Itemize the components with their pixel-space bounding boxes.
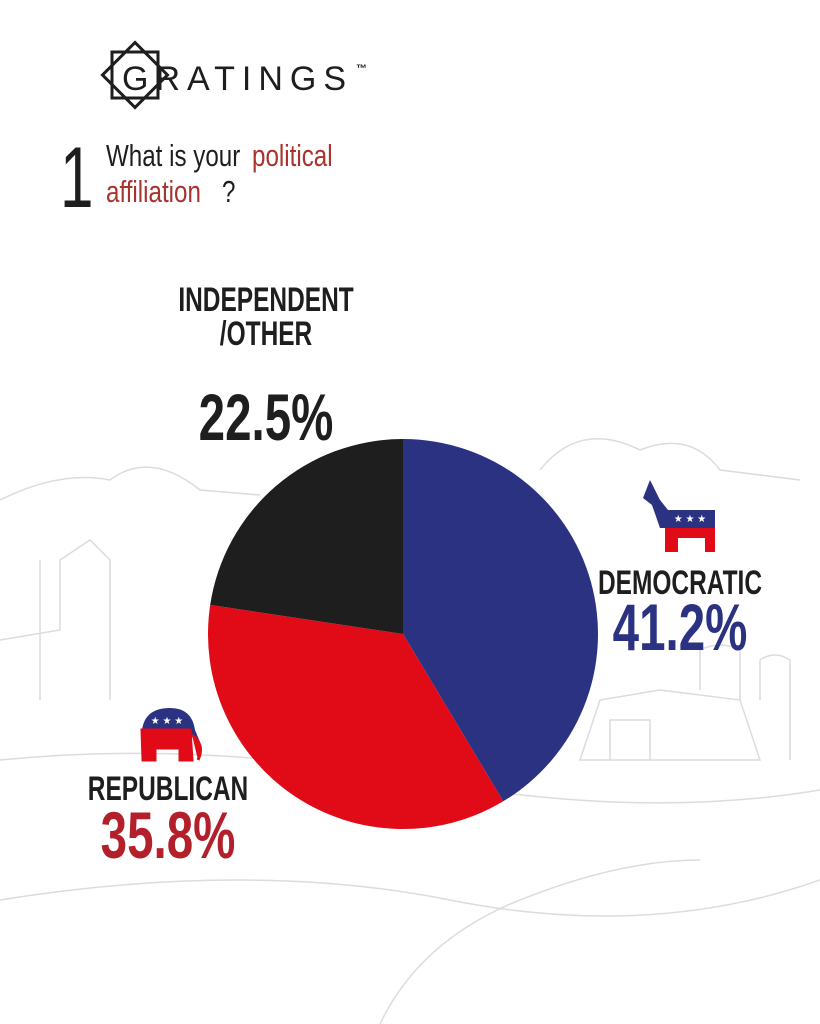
pie-slice [403,439,598,802]
question-highlight: political [252,138,333,173]
slice-label-line: DEMOCRATIC [598,564,762,602]
logo-text: GRATINGS [122,60,353,98]
logo-frame [100,40,170,110]
svg-text:★ ★ ★: ★ ★ ★ [151,716,183,727]
elephant-icon: ★ ★ ★ [140,708,202,762]
slice-label-line: /OTHER [220,315,312,353]
background-sketch [0,438,820,1024]
slice-label: DEMOCRATIC [598,564,762,602]
slice-label-line: REPUBLICAN [88,770,248,808]
slice-value-label: 22.5% [199,381,334,454]
donkey-icon: ★ ★ ★ [643,480,715,552]
pie-slice [208,604,504,829]
question-number: 1 [60,129,93,225]
slice-label: REPUBLICAN [88,770,248,808]
slice-value-label: 41.2% [613,591,748,664]
slice-value-label: 35.8% [101,799,236,872]
slice-label: INDEPENDENT/OTHER [178,281,353,353]
logo-frame [110,50,160,100]
question: 1 What is your political affiliation ? [60,129,333,225]
question-highlight: affiliation [106,174,201,209]
logo: GRATINGS ™ [100,40,367,110]
pie-slice [210,439,403,634]
question-mark: ? [222,174,235,209]
svg-text:★ ★ ★: ★ ★ ★ [674,514,706,525]
question-text: What is your [106,138,240,173]
slice-label-line: INDEPENDENT [178,281,353,319]
logo-trademark: ™ [356,63,367,75]
